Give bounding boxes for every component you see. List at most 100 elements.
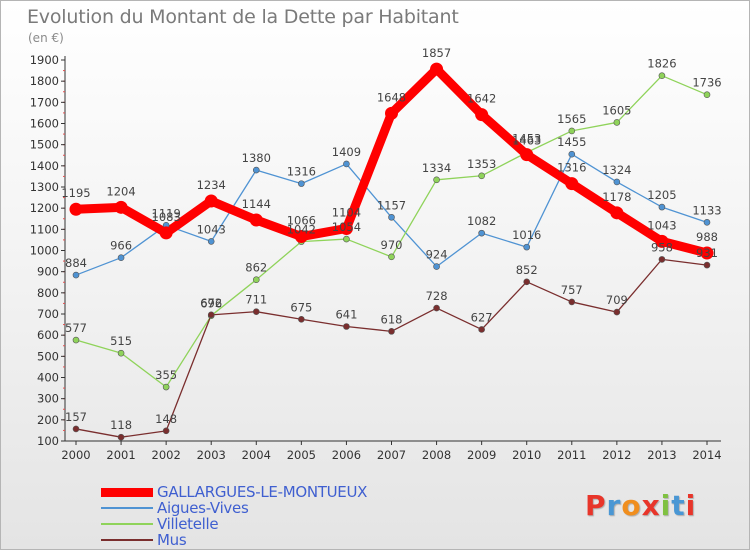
data-point-villetelle [343, 235, 350, 243]
data-point-gallargues-le-montueux [69, 202, 83, 216]
data-label-gallargues-le-montueux: 1195 [61, 186, 90, 200]
legend-label: GALLARGUES-LE-MONTUEUX [157, 483, 368, 501]
data-label-villetelle: 696 [200, 297, 222, 311]
data-point-gallargues-le-montueux [249, 213, 263, 227]
data-label-mus: 711 [245, 293, 267, 307]
legend-item-gallargues-le-montueux: GALLARGUES-LE-MONTUEUX [101, 484, 461, 500]
y-tick-label: 1200 [30, 201, 59, 215]
x-tick-label: 2008 [422, 448, 451, 462]
data-point-mus [343, 323, 350, 330]
data-point-gallargues-le-montueux [520, 148, 534, 162]
data-label-villetelle: 515 [110, 334, 132, 348]
data-label-aigues-vives: 1324 [602, 163, 631, 177]
data-point-aigues-vives [388, 213, 395, 221]
data-point-villetelle [162, 383, 170, 391]
data-label-aigues-vives: 1455 [557, 135, 586, 149]
data-point-aigues-vives [478, 229, 485, 237]
data-label-gallargues-le-montueux: 1043 [647, 218, 676, 232]
y-tick-label: 300 [37, 392, 59, 406]
data-point-aigues-vives [613, 178, 621, 186]
data-point-mus [433, 304, 440, 312]
logo-letter: t [671, 489, 686, 522]
data-point-aigues-vives [343, 160, 350, 168]
logo-letter: o [621, 489, 642, 522]
data-label-villetelle: 1334 [422, 161, 451, 175]
data-point-mus [703, 261, 711, 269]
y-tick-label: 500 [37, 349, 59, 363]
data-label-villetelle: 862 [245, 261, 267, 275]
data-label-aigues-vives: 1119 [152, 206, 181, 220]
data-labels: 1195 1204 1083 1234 1144 1066 1104 1648 1857 1642… [61, 46, 721, 432]
data-label-aigues-vives: 1380 [242, 151, 271, 165]
legend-label: Villetelle [157, 515, 219, 533]
data-point-mus [523, 278, 531, 286]
logo-letter: r [606, 489, 622, 522]
data-label-mus: 757 [561, 283, 583, 297]
chart-title: Evolution du Montant de la Dette par Hab… [27, 6, 459, 28]
logo-letter: x [641, 489, 661, 522]
series-line-mus [75, 258, 708, 438]
data-point-villetelle [703, 91, 711, 99]
data-label-villetelle: 577 [65, 321, 87, 335]
data-label-mus: 618 [381, 312, 403, 326]
data-point-mus [613, 308, 621, 316]
data-label-gallargues-le-montueux: 1178 [602, 190, 631, 204]
data-point-aigues-vives [523, 243, 531, 251]
data-label-aigues-vives: 966 [110, 239, 132, 253]
data-label-aigues-vives: 884 [65, 256, 87, 270]
data-label-villetelle: 355 [155, 368, 177, 382]
x-tick-label: 2005 [287, 448, 316, 462]
data-label-mus: 728 [426, 289, 448, 303]
data-point-gallargues-le-montueux [655, 234, 669, 248]
data-point-aigues-vives [433, 263, 440, 270]
legend-label: Aigues-Vives [157, 499, 249, 517]
data-point-aigues-vives [298, 180, 305, 187]
data-label-aigues-vives: 1082 [467, 214, 496, 228]
data-label-mus: 148 [155, 412, 177, 426]
data-label-villetelle: 1463 [512, 133, 541, 147]
data-label-mus: 675 [290, 300, 312, 314]
data-point-gallargues-le-montueux [204, 194, 218, 208]
data-label-villetelle: 1042 [287, 223, 316, 237]
data-label-aigues-vives: 1409 [332, 145, 361, 159]
data-point-villetelle [478, 172, 485, 180]
legend: GALLARGUES-LE-MONTUEUX Aigues-Vives Villet… [101, 484, 461, 548]
unit-label: (en €) [28, 31, 64, 45]
data-label-gallargues-le-montueux: 1083 [152, 210, 181, 224]
data-label-aigues-vives: 1316 [287, 165, 316, 179]
data-label-mus: 118 [110, 418, 132, 432]
data-point-gallargues-le-montueux [610, 206, 624, 220]
y-tick-label: 1600 [30, 117, 59, 131]
y-tick-label: 1000 [30, 244, 59, 258]
data-label-aigues-vives: 1157 [377, 198, 406, 212]
x-tick-label: 2012 [602, 448, 631, 462]
data-label-aigues-vives: 1043 [197, 222, 226, 236]
data-point-villetelle [72, 336, 80, 344]
data-label-mus: 709 [606, 293, 628, 307]
x-tick-label: 2009 [467, 448, 496, 462]
data-point-villetelle [433, 176, 440, 184]
data-label-gallargues-le-montueux: 1857 [422, 46, 451, 60]
data-label-villetelle: 1054 [332, 220, 361, 234]
data-point-mus [298, 315, 305, 323]
data-label-gallargues-le-montueux: 1648 [377, 90, 406, 104]
y-tick-label: 1700 [30, 95, 59, 109]
y-tick-label: 1900 [30, 53, 59, 67]
data-point-aigues-vives [72, 271, 80, 279]
data-label-mus: 931 [696, 246, 718, 260]
data-label-aigues-vives: 1133 [692, 203, 721, 217]
line-chart: 1002003004005006007008009001000110012001… [30, 46, 722, 462]
data-point-aigues-vives [117, 254, 125, 261]
y-tick-label: 1800 [30, 74, 59, 88]
logo-letter: P [585, 489, 607, 522]
data-point-mus [568, 298, 576, 306]
data-label-villetelle: 970 [381, 238, 403, 252]
y-tick-label: 400 [37, 371, 59, 385]
data-point-mus [117, 433, 125, 441]
legend-item-villetelle: Villetelle [101, 516, 461, 532]
data-point-mus [207, 311, 215, 319]
data-label-mus: 672 [200, 296, 222, 310]
data-label-gallargues-le-montueux: 988 [696, 230, 718, 244]
y-tick-label: 1300 [30, 180, 59, 194]
